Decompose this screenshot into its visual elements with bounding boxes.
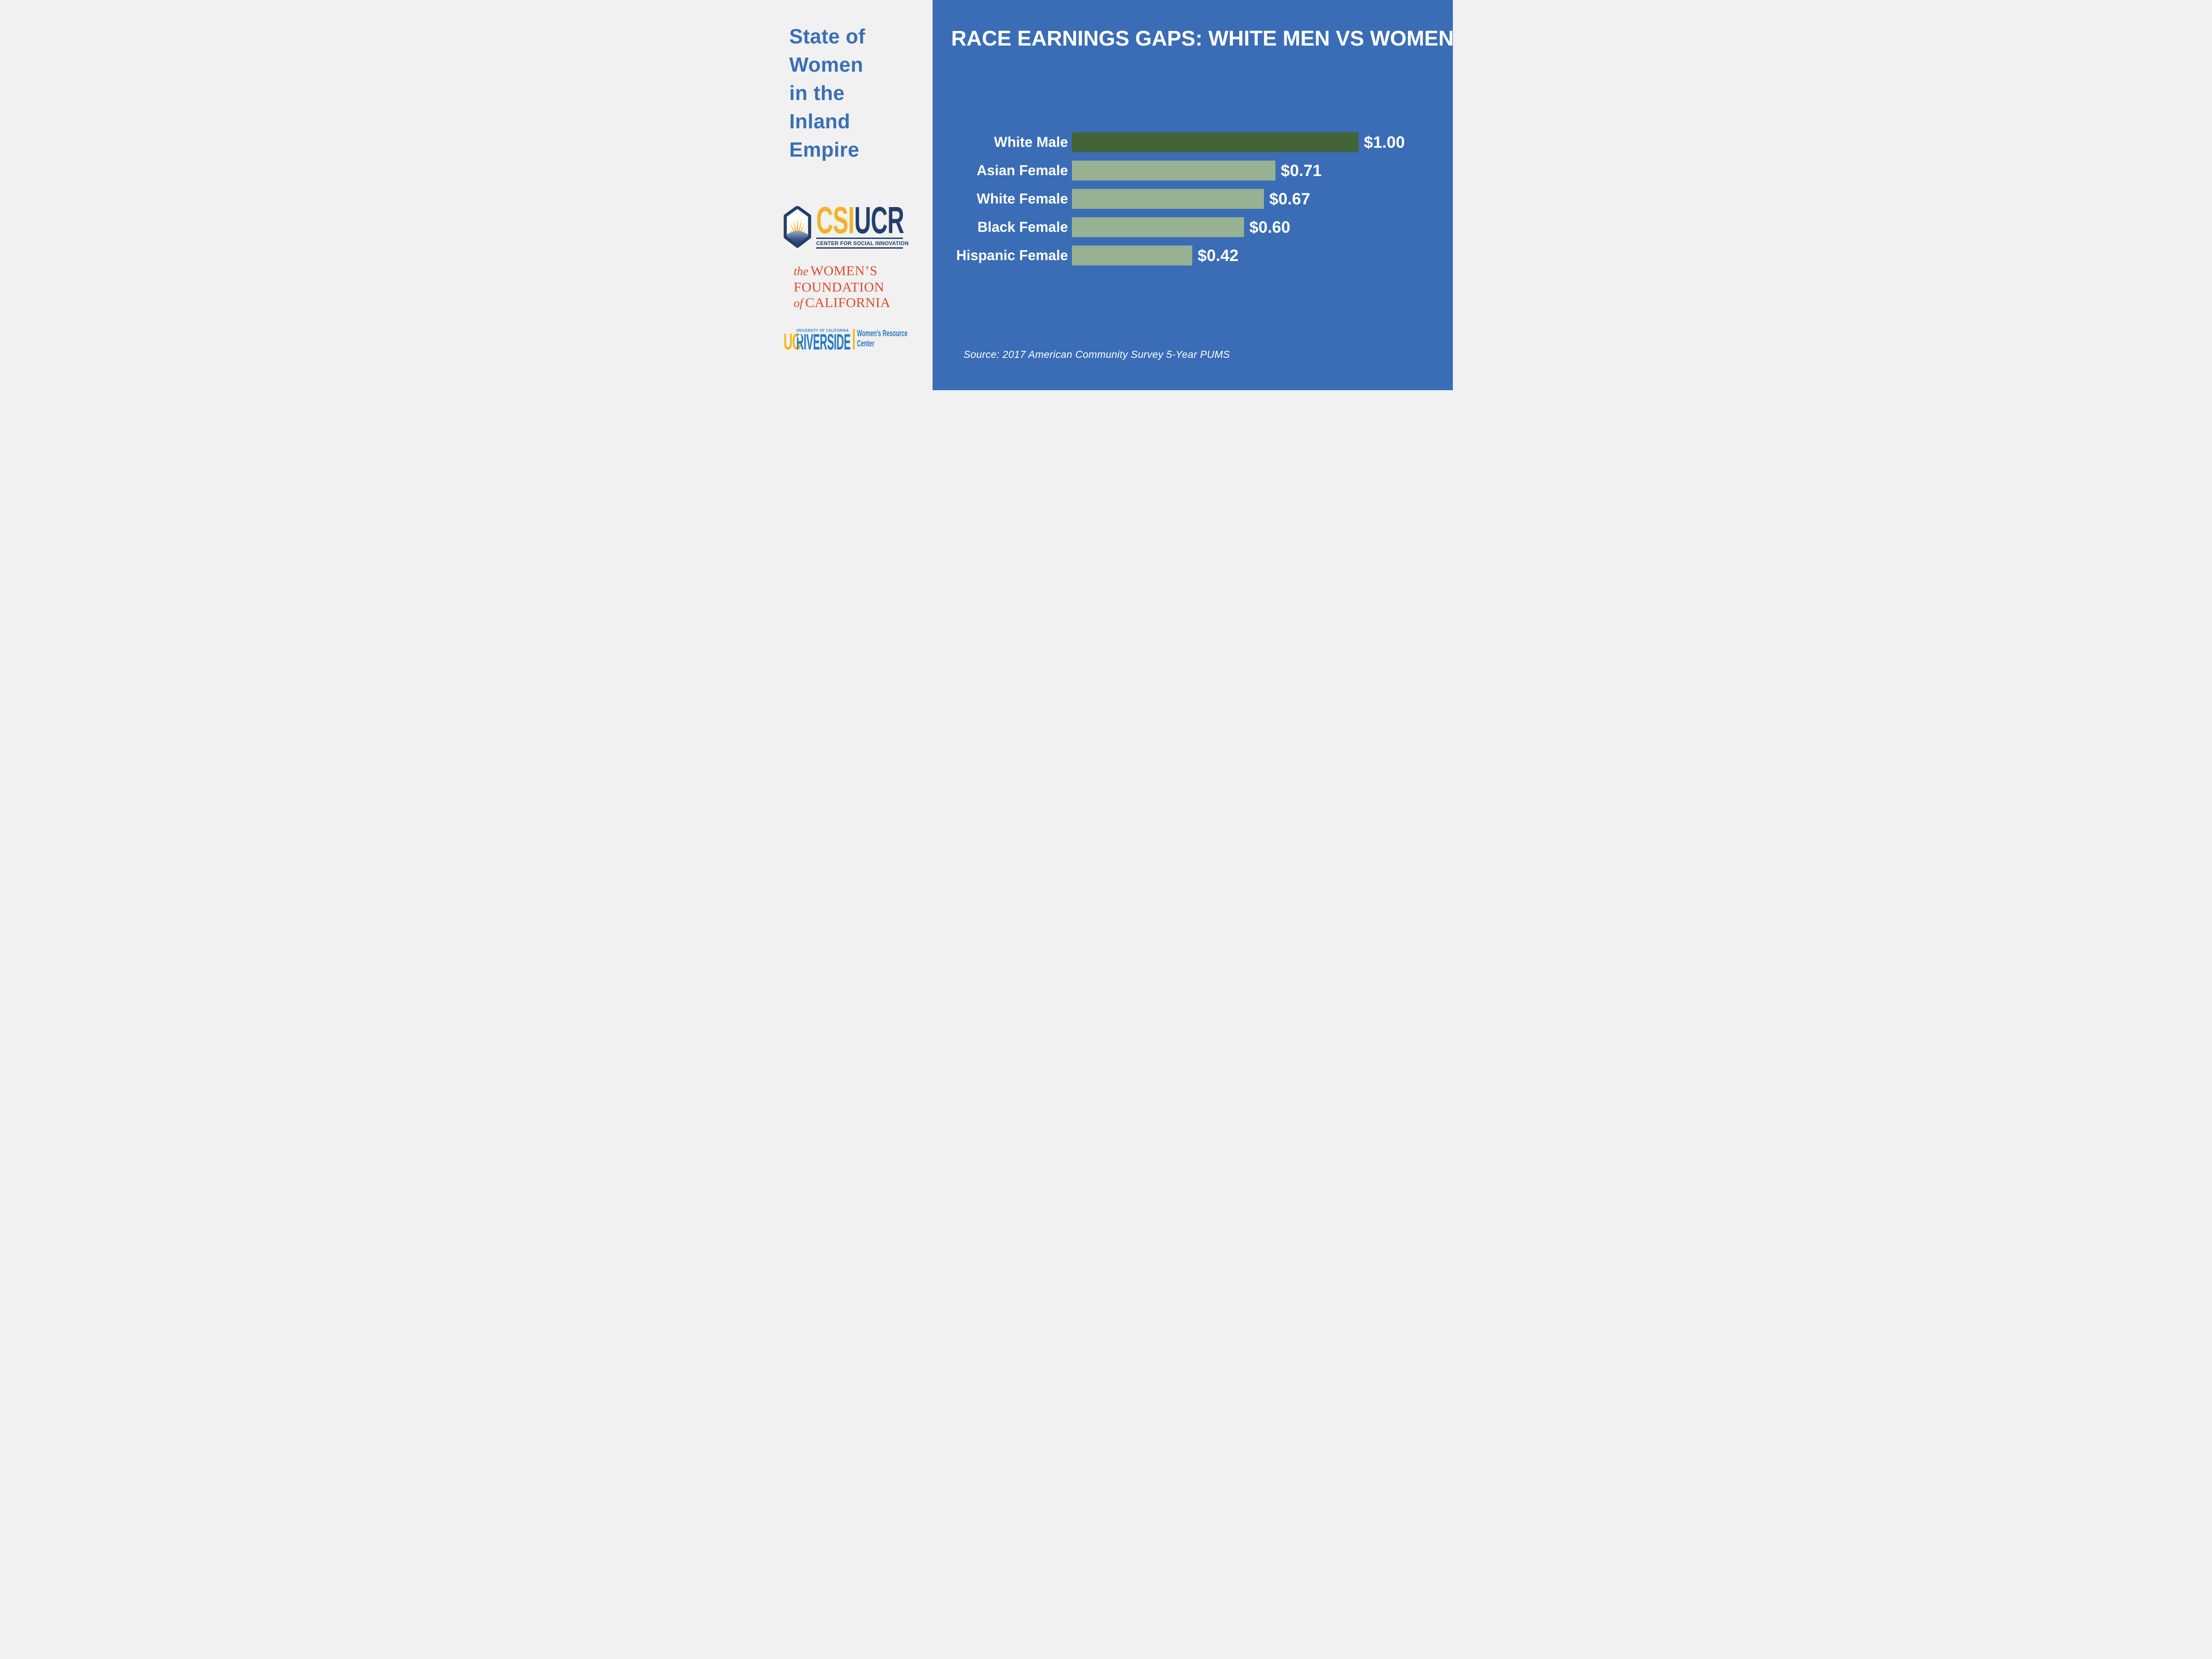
bar [1072, 132, 1359, 152]
csi-text: CSI [816, 200, 855, 242]
csi-wordmark-block: CSIUCR CENTER FOR SOCIAL INNOVATION [816, 202, 958, 249]
report-title-line: Women [789, 53, 864, 76]
report-title-line: in the [789, 81, 845, 104]
report-title-line: Empire [789, 138, 860, 161]
wfc-womens: WOMEN’S [810, 263, 878, 278]
uc-text: UC [783, 329, 801, 355]
university-of-california-label: UNIVERSITY OF CALIFORNIA [796, 328, 849, 333]
wfc-line-3: of CALIFORNIA [794, 295, 891, 311]
report-title-line: Inland [789, 110, 850, 133]
chart-title: RACE EARNINGS GAPS: WHITE MEN VS WOMEN [951, 27, 1453, 50]
wfc-line-1: the WOMEN’S [794, 263, 891, 279]
bar-row: Black Female $0.60 [933, 217, 1453, 237]
wfc-the: the [794, 265, 808, 278]
ucr-text: UCR [854, 200, 904, 242]
bar-value: $0.60 [1249, 218, 1290, 236]
bar-value: $0.71 [1281, 161, 1322, 180]
csi-ucr-wordmark: CSIUCR [816, 202, 904, 239]
source-note: Source: 2017 American Community Survey 5… [964, 349, 1230, 360]
bar-row: Hispanic Female $0.42 [933, 246, 1453, 265]
report-title: State of Women in the Inland Empire [789, 22, 865, 164]
bar-value: $0.42 [1198, 246, 1239, 265]
bar [1072, 161, 1275, 180]
wfc-foundation: FOUNDATION [794, 279, 884, 295]
bar-chart: White Male $1.00 Asian Female $0.71 Whit… [933, 132, 1453, 274]
bar-row: White Male $1.00 [933, 132, 1453, 152]
womens-foundation-logo: the WOMEN’S FOUNDATION of CALIFORNIA [794, 263, 891, 311]
bar [1072, 217, 1244, 237]
csi-badge-sun-mountain-icon [783, 206, 811, 248]
csi-ucr-logo: CSIUCR CENTER FOR SOCIAL INNOVATION [783, 202, 958, 249]
bar-row: White Female $0.67 [933, 189, 1453, 209]
report-title-line: State of [789, 25, 865, 48]
infographic-canvas: State of Women in the Inland Empire [759, 0, 1453, 390]
bar-value: $0.67 [1269, 189, 1310, 208]
bar-value: $1.00 [1364, 133, 1405, 151]
wrc-line-2: Center [857, 339, 875, 349]
sidebar: State of Women in the Inland Empire [759, 0, 933, 390]
riverside-block: UNIVERSITY OF CALIFORNIA RIVERSIDE ✹ [796, 328, 912, 354]
wfc-california: CALIFORNIA [805, 295, 891, 310]
csi-tagline: CENTER FOR SOCIAL INNOVATION [816, 238, 909, 249]
gold-divider [853, 329, 855, 349]
ucr-wrc-logo: UC UNIVERSITY OF CALIFORNIA RIVERSIDE ✹ … [783, 328, 912, 355]
bar-label: Hispanic Female [956, 247, 1068, 263]
bar [1072, 246, 1192, 265]
wrc-line-1: Women’s Resource [857, 329, 908, 338]
bar-label: Black Female [977, 219, 1068, 235]
wfc-line-2: FOUNDATION [794, 279, 891, 295]
wfc-of: of [794, 296, 803, 310]
sunburst-icon: ✹ [797, 333, 803, 341]
bar [1072, 189, 1264, 209]
bar-label: White Male [994, 134, 1068, 150]
bar-label: White Female [976, 191, 1068, 207]
bar-label: Asian Female [976, 162, 1068, 178]
chart-panel: RACE EARNINGS GAPS: WHITE MEN VS WOMEN W… [933, 0, 1453, 390]
womens-resource-center-label: Women’s Resource Center [857, 329, 907, 349]
bar-row: Asian Female $0.71 [933, 161, 1453, 180]
riverside-text: RIVERSIDE [796, 330, 851, 354]
